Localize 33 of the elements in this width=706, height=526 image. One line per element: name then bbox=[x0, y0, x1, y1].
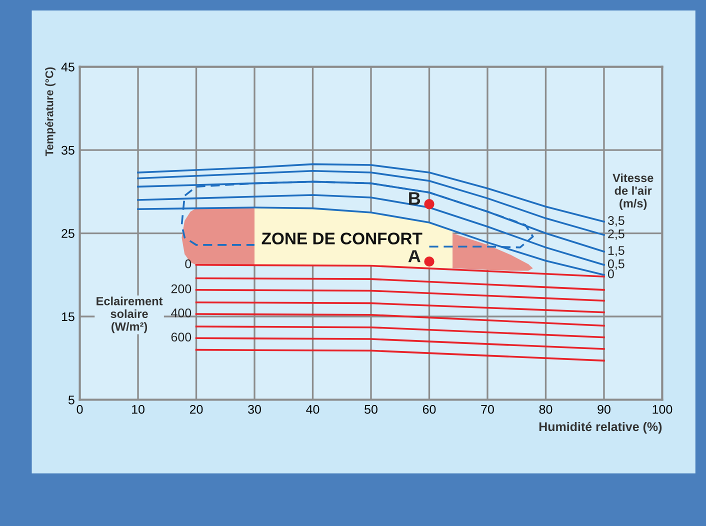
x-tick-label: 40 bbox=[306, 404, 320, 414]
series-label: 1,5 bbox=[608, 246, 624, 256]
y-tick-label: 45 bbox=[61, 62, 74, 72]
x-tick-label: 10 bbox=[132, 404, 144, 414]
series-label: 3,5 bbox=[608, 216, 624, 226]
x-tick-label: 30 bbox=[248, 404, 261, 414]
x-axis-title: Humidité relative (%) bbox=[539, 422, 662, 434]
line-series bbox=[137, 163, 605, 223]
x-tick-label: 100 bbox=[652, 404, 672, 414]
annotation: A bbox=[408, 250, 420, 262]
series-label: 400 bbox=[171, 308, 192, 318]
annotation: Eclairement solaire (W/m²) bbox=[96, 296, 163, 334]
annotation: B bbox=[409, 192, 420, 205]
series-label: 0 bbox=[608, 269, 614, 278]
x-tick-label: 90 bbox=[598, 404, 610, 414]
series-label: 2,5 bbox=[608, 229, 624, 240]
y-tick-label: 25 bbox=[62, 229, 74, 238]
x-tick-label: 50 bbox=[364, 404, 378, 414]
x-tick-label: 70 bbox=[481, 404, 494, 414]
x-tick-label: 0 bbox=[76, 404, 83, 414]
x-tick-label: 80 bbox=[539, 404, 552, 414]
x-tick-label: 20 bbox=[190, 404, 203, 414]
y-tick-label: 35 bbox=[61, 146, 74, 155]
annotation: Vitesse de l'air (m/s) bbox=[612, 173, 654, 210]
y-tick-label: 5 bbox=[68, 396, 74, 404]
y-axis-title: Température (°C) bbox=[45, 67, 56, 156]
series-label: 0,5 bbox=[608, 259, 624, 270]
x-tick-label: 60 bbox=[422, 404, 436, 414]
annotation: ZONE DE CONFORT bbox=[262, 232, 422, 244]
series-label: 0 bbox=[185, 259, 192, 268]
series-label: 600 bbox=[171, 332, 192, 342]
series-label: 200 bbox=[171, 284, 192, 294]
y-tick-label: 15 bbox=[62, 312, 74, 322]
